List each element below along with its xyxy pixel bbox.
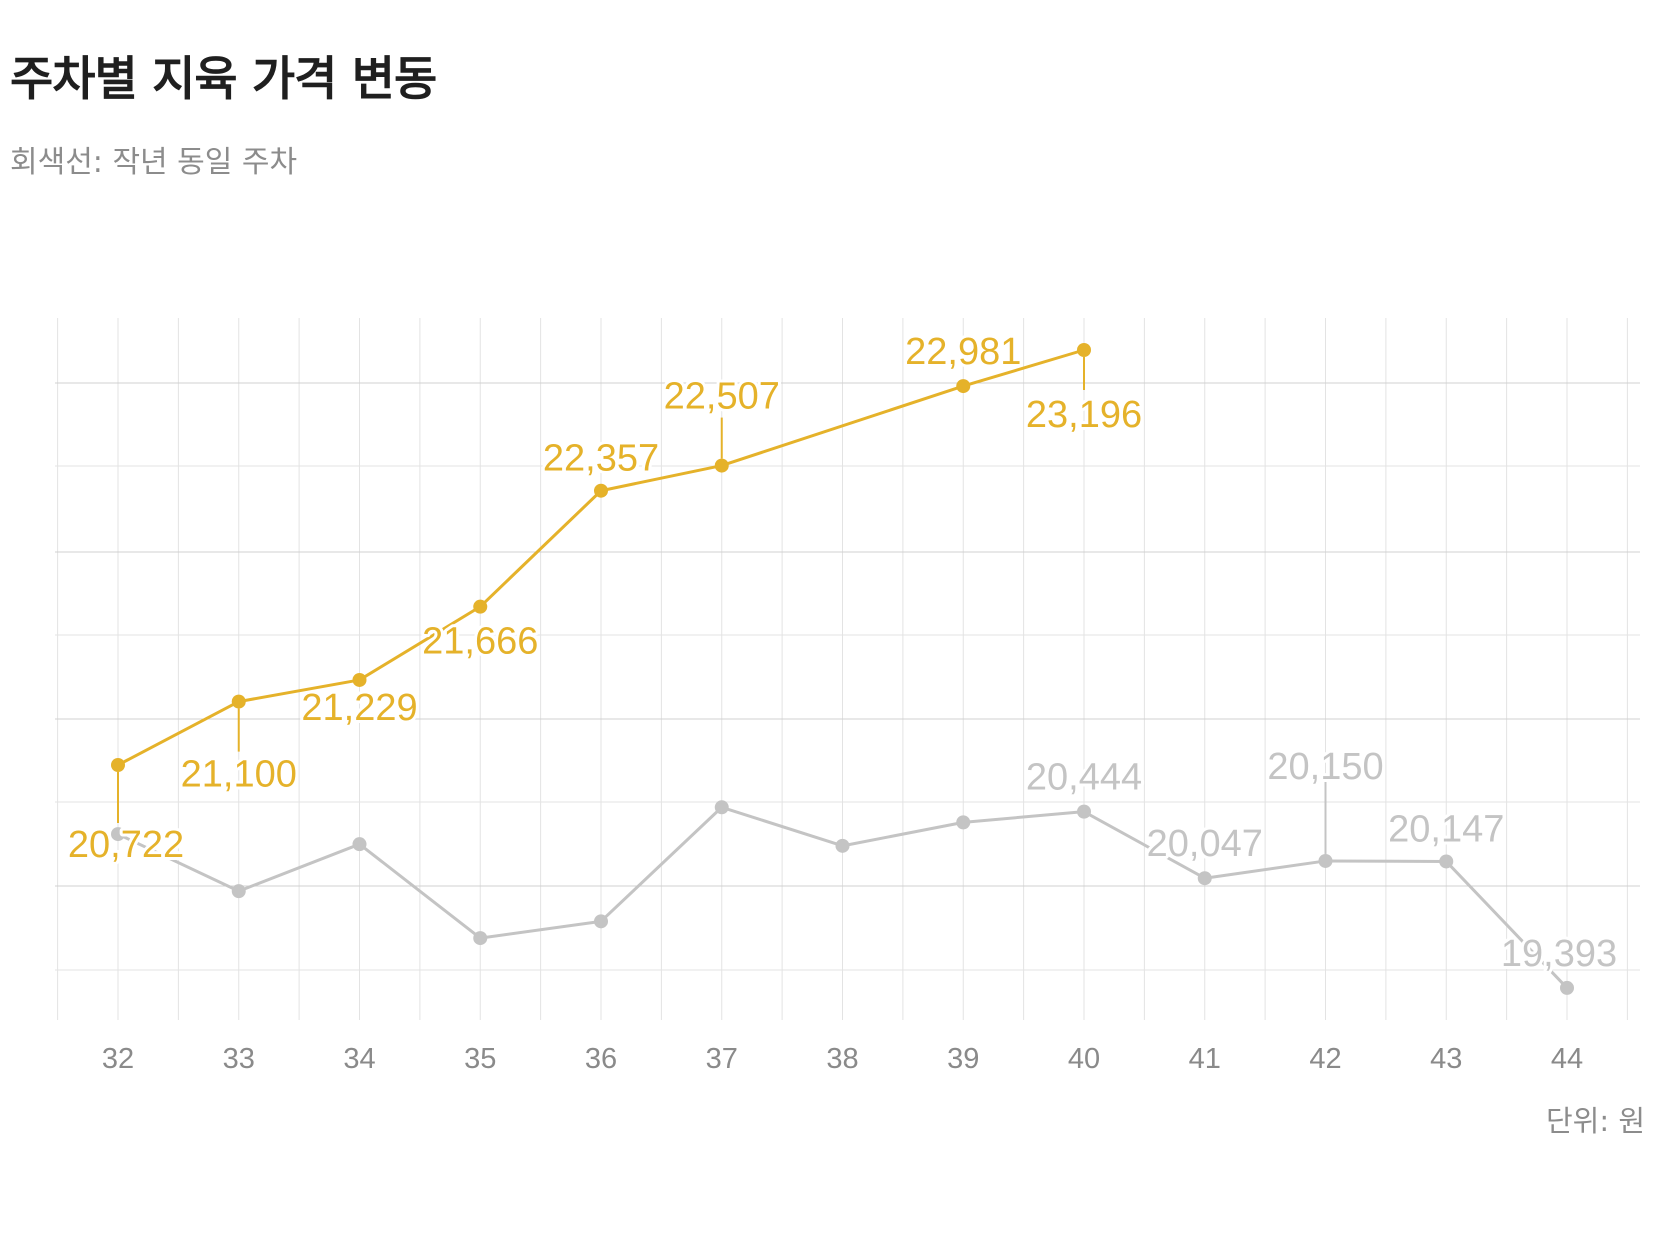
data-point-previous [1197, 871, 1212, 886]
x-tick-label: 39 [947, 1043, 979, 1075]
data-label-previous: 20,150 [1267, 746, 1383, 788]
x-tick-label: 41 [1189, 1043, 1221, 1075]
data-point-current [714, 458, 729, 473]
data-point-current [352, 672, 367, 687]
x-tick-label: 33 [223, 1043, 255, 1075]
x-tick-label: 43 [1430, 1043, 1462, 1075]
data-point-previous [594, 914, 608, 929]
data-point-current [473, 599, 488, 614]
data-label-current: 20,722 [68, 824, 184, 866]
data-point-current [594, 483, 608, 498]
data-point-previous [835, 838, 850, 853]
data-point-previous [1077, 804, 1091, 819]
data-label-current: 21,229 [301, 687, 417, 729]
x-tick-label: 34 [343, 1043, 375, 1075]
x-tick-label: 38 [826, 1043, 858, 1075]
data-point-previous [1439, 854, 1454, 869]
data-label-current: 22,507 [664, 376, 780, 418]
series-line-current [117, 348, 1085, 767]
data-label-previous: 20,147 [1388, 808, 1504, 850]
chart-subtitle: 회색선: 작년 동일 주차 [10, 145, 298, 180]
unit-label: 단위: 원 [1545, 1104, 1645, 1138]
data-point-previous [1318, 853, 1333, 868]
data-point-previous [956, 815, 971, 830]
data-point-previous [111, 827, 125, 842]
x-tick-label: 44 [1551, 1043, 1583, 1075]
x-tick-label: 42 [1309, 1043, 1341, 1075]
data-label-previous: 20,444 [1026, 757, 1142, 799]
data-point-current [956, 379, 971, 394]
data-point-previous [473, 931, 488, 946]
x-tick-label: 32 [102, 1043, 134, 1075]
data-point-previous [231, 884, 246, 899]
x-tick-label: 40 [1068, 1043, 1100, 1075]
data-label-previous: 20,047 [1147, 823, 1263, 865]
chart-title: 주차별 지육 가격 변동 [10, 52, 437, 107]
data-point-current [111, 758, 125, 772]
x-tick-label: 37 [706, 1043, 738, 1075]
x-tick-label: 36 [585, 1043, 617, 1075]
data-label-current: 21,666 [422, 621, 538, 663]
data-point-previous [714, 800, 729, 815]
data-point-current [1077, 343, 1091, 357]
x-tick-label: 35 [464, 1043, 496, 1075]
data-label-previous: 19,393 [1501, 933, 1617, 975]
data-point-previous [352, 837, 367, 852]
data-label-current: 22,357 [543, 438, 659, 480]
data-point-current [231, 694, 246, 709]
data-label-current: 22,981 [905, 331, 1021, 373]
data-label-current: 23,196 [1026, 394, 1142, 436]
data-point-previous [1560, 980, 1574, 995]
data-label-current: 21,100 [181, 754, 297, 796]
